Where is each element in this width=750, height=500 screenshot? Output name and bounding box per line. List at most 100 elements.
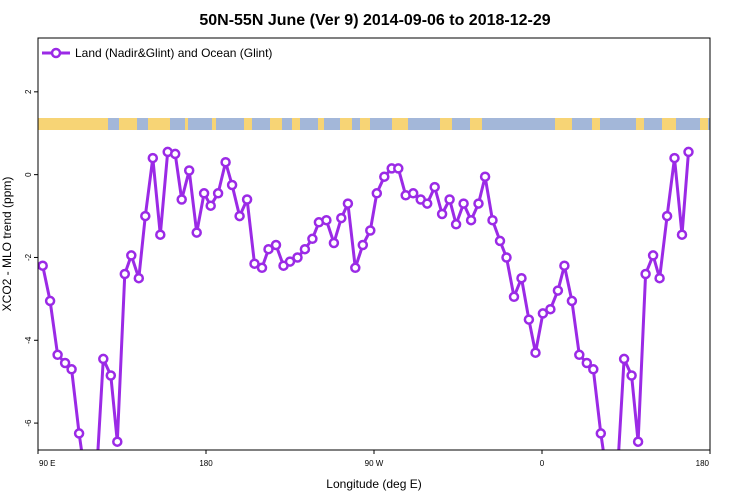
data-point (613, 481, 621, 489)
data-point (436, 208, 448, 220)
data-point (328, 237, 340, 249)
data-point (429, 181, 440, 193)
band-land (185, 118, 188, 130)
data-point (92, 481, 100, 489)
series-layer (38, 146, 694, 489)
y-axis-label: XCO2 - MLO trend (ppm) (0, 177, 14, 312)
data-point (307, 233, 318, 245)
land-ocean-band (38, 118, 710, 130)
band-ocean (38, 118, 710, 130)
series-line (41, 150, 690, 450)
data-point (155, 229, 166, 240)
data-point (205, 200, 216, 211)
legend-marker-swatch (50, 47, 62, 59)
data-point (299, 243, 311, 255)
data-point (220, 156, 231, 168)
chart-title: 50N-55N June (Ver 9) 2014-09-06 to 2018-… (199, 12, 550, 29)
data-point (537, 308, 549, 319)
data-point (604, 481, 612, 489)
data-point (552, 285, 564, 296)
data-point (458, 198, 469, 209)
band-land (555, 118, 572, 130)
data-point (626, 370, 637, 381)
data-point (83, 481, 91, 489)
x-axis-ticks: 90 E 180 90 W 0 180 (37, 450, 711, 468)
y-tick-label: -4 (24, 336, 33, 344)
band-land (292, 118, 300, 130)
band-land (662, 118, 676, 130)
data-point (588, 364, 599, 375)
data-point (574, 349, 585, 361)
data-point (133, 272, 145, 284)
data-point (640, 268, 651, 280)
y-axis-ticks: 2 0 -2 -4 -6 (24, 89, 38, 427)
data-point (516, 272, 527, 284)
data-point (52, 349, 63, 361)
band-land (592, 118, 600, 130)
data-point (241, 194, 253, 205)
data-point (523, 314, 535, 325)
data-point (595, 428, 607, 439)
data-point (140, 210, 151, 222)
data-point (357, 239, 369, 251)
data-point (336, 212, 347, 224)
data-point (234, 210, 245, 222)
data-point (212, 188, 224, 199)
data-point (44, 295, 56, 307)
data-point (292, 252, 303, 263)
data-point (371, 188, 383, 199)
band-land (270, 118, 282, 130)
x-tick-label: 90 W (365, 459, 384, 468)
data-point (487, 214, 498, 226)
data-point (530, 347, 541, 358)
data-point (270, 239, 282, 251)
data-point (112, 436, 123, 447)
y-tick-label: 0 (24, 172, 33, 177)
data-point (249, 258, 260, 269)
data-point (38, 260, 48, 271)
data-point (98, 353, 109, 365)
data-point (365, 225, 376, 236)
data-point (407, 188, 419, 199)
x-tick-label: 0 (540, 459, 545, 468)
x-tick-label: 180 (199, 459, 213, 468)
data-point (147, 152, 159, 164)
band-land (700, 118, 708, 130)
data-point (465, 214, 477, 226)
data-point (545, 303, 556, 315)
data-point (256, 262, 268, 274)
data-point (126, 250, 137, 261)
band-land (119, 118, 137, 130)
data-point (559, 260, 570, 271)
data-point (226, 179, 238, 191)
data-point (379, 171, 390, 182)
x-tick-label: 180 (696, 459, 710, 468)
data-point (473, 198, 484, 209)
data-point (321, 214, 332, 226)
y-tick-label: -2 (24, 253, 33, 261)
y-tick-label: -6 (24, 419, 33, 427)
legend: Land (Nadir&Glint) and Ocean (Glint) (42, 46, 272, 60)
data-point (59, 357, 71, 369)
data-point (683, 146, 694, 158)
data-point (350, 262, 361, 274)
band-land (470, 118, 482, 130)
data-point (191, 227, 202, 238)
data-point (105, 370, 117, 381)
legend-entry: Land (Nadir&Glint) and Ocean (Glint) (75, 46, 272, 60)
data-point (647, 250, 659, 261)
y-tick-label: 2 (24, 89, 33, 94)
data-point (479, 171, 491, 182)
data-point (176, 194, 187, 205)
plot-frame (37, 37, 711, 451)
band-land (340, 118, 352, 130)
band-land (440, 118, 452, 130)
data-point (169, 148, 181, 160)
band-land (360, 118, 370, 130)
data-point (342, 198, 354, 209)
data-point (444, 194, 455, 205)
data-point (661, 210, 673, 222)
data-point (393, 163, 404, 174)
data-point (494, 235, 506, 247)
